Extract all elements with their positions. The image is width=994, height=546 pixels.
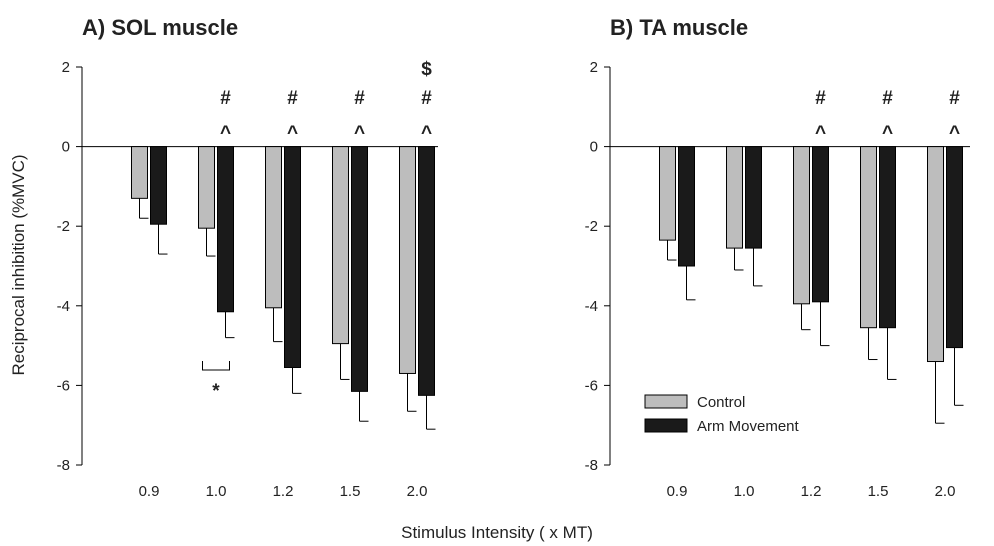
bar-control	[726, 146, 743, 249]
significance-mark: ^	[354, 123, 365, 144]
bar-arm-movement	[284, 146, 301, 368]
panel-a-chart: 2 0 -2 -4 -6 -8 0.9 1.0 1.2 1.5 2.0 # ^ # ^ # ^ $ # ^ *	[57, 59, 438, 500]
significance-mark: #	[882, 88, 893, 109]
bar-control	[399, 146, 416, 374]
significance-mark: #	[421, 88, 432, 109]
y-tick-label: -8	[585, 457, 598, 474]
significance-mark: $	[421, 59, 432, 80]
legend-label-control: Control	[697, 394, 745, 411]
panel-b-title: B) TA muscle	[610, 15, 748, 40]
y-tick-label: 0	[590, 139, 598, 156]
y-tick-label: -8	[57, 457, 70, 474]
bar-arm-movement	[418, 146, 435, 396]
bar-control	[131, 146, 148, 199]
bar-control	[793, 146, 810, 305]
bar-arm-movement	[351, 146, 368, 392]
significance-mark: #	[287, 88, 298, 109]
y-tick-label: 0	[62, 139, 70, 156]
x-tick-label: 1.0	[206, 483, 227, 500]
panel-a-title: A) SOL muscle	[82, 15, 238, 40]
y-axis-label: Reciprocal inhibition (%MVC)	[9, 154, 28, 375]
significance-mark: #	[949, 88, 960, 109]
significance-mark: ^	[882, 123, 893, 144]
bar-arm-movement	[745, 146, 762, 249]
y-tick-label: 2	[590, 59, 598, 76]
bar-control	[927, 146, 944, 363]
bar-arm-movement	[150, 146, 167, 225]
significance-mark: ^	[949, 123, 960, 144]
significance-mark: ^	[287, 123, 298, 144]
legend-swatch-control	[644, 394, 688, 409]
x-tick-label: 2.0	[935, 483, 956, 500]
legend: Control Arm Movement	[644, 394, 800, 435]
x-tick-label: 2.0	[407, 483, 428, 500]
bar-control	[198, 146, 215, 229]
x-tick-label: 1.5	[868, 483, 889, 500]
x-tick-label: 1.0	[734, 483, 755, 500]
bar-control	[659, 146, 676, 241]
bar-control	[332, 146, 349, 345]
x-axis-label: Stimulus Intensity ( x MT)	[401, 523, 593, 542]
bar-arm-movement	[812, 146, 829, 303]
bar-control	[860, 146, 877, 329]
significance-mark: ^	[815, 123, 826, 144]
legend-label-arm-movement: Arm Movement	[697, 418, 800, 435]
y-tick-label: -6	[57, 377, 70, 394]
panel-b-chart: 2 0 -2 -4 -6 -8 0.9 1.0 1.2 1.5 2.0 # ^ # ^ # ^	[585, 59, 970, 500]
y-tick-label: 2	[62, 59, 70, 76]
bar-control	[265, 146, 282, 309]
significance-mark: #	[354, 88, 365, 109]
x-tick-label: 1.2	[273, 483, 294, 500]
x-tick-label: 0.9	[139, 483, 160, 500]
comparison-mark: *	[212, 381, 220, 402]
bar-arm-movement	[879, 146, 896, 329]
significance-mark: ^	[421, 123, 432, 144]
significance-mark: ^	[220, 123, 231, 144]
bar-arm-movement	[678, 146, 695, 267]
x-tick-label: 1.2	[801, 483, 822, 500]
comparison-bracket	[202, 361, 230, 371]
legend-swatch-arm-movement	[644, 418, 688, 433]
x-tick-label: 1.5	[340, 483, 361, 500]
y-tick-label: -2	[585, 218, 598, 235]
x-tick-label: 0.9	[667, 483, 688, 500]
y-tick-label: -4	[57, 298, 70, 315]
significance-mark: #	[815, 88, 826, 109]
y-tick-label: -6	[585, 377, 598, 394]
bar-arm-movement	[946, 146, 963, 349]
y-tick-label: -2	[57, 218, 70, 235]
y-tick-label: -4	[585, 298, 598, 315]
significance-mark: #	[220, 88, 231, 109]
bar-arm-movement	[217, 146, 234, 313]
